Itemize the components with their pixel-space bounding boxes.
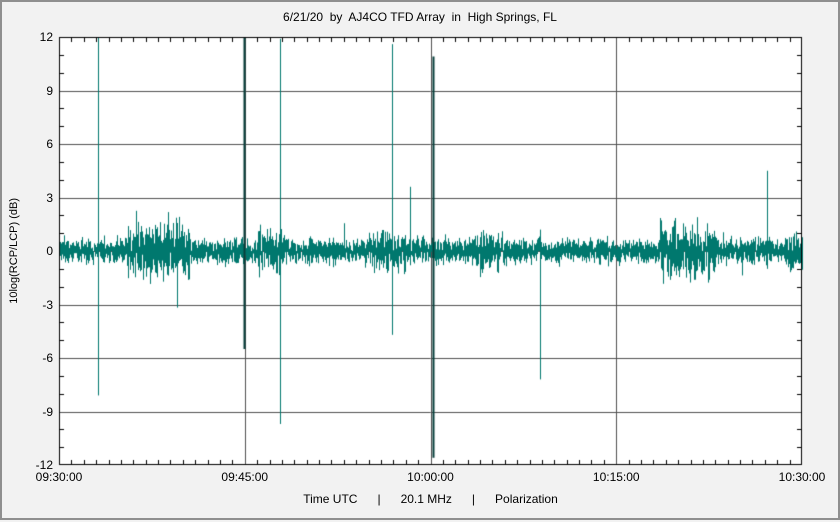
y-tick-label: -6 bbox=[42, 351, 53, 365]
x-tick-labels: 09:30:00 09:45:00 10:00:00 10:15:00 10:30:00 bbox=[2, 470, 838, 486]
y-tick-label: 3 bbox=[46, 190, 53, 205]
x-tick-label: 10:00:00 bbox=[407, 470, 454, 484]
chart-title: 6/21/20 by AJ4CO TFD Array in High Sprin… bbox=[283, 10, 557, 24]
y-tick-label: 0 bbox=[46, 244, 53, 258]
y-tick-label: 12 bbox=[39, 30, 53, 44]
x-tick-label: 09:45:00 bbox=[221, 470, 269, 484]
x-tick-label: 09:30:00 bbox=[35, 470, 83, 484]
y-tick-label: -3 bbox=[42, 297, 53, 312]
x-tick-label: 10:15:00 bbox=[592, 470, 640, 484]
x-axis-label: Time UTC | 20.1 MHz | Polarization bbox=[303, 492, 558, 506]
y-tick-label: -12 bbox=[35, 458, 53, 472]
y-tick-label: -9 bbox=[42, 404, 53, 419]
y-tick-label: 9 bbox=[46, 83, 53, 98]
y-tick-label: 6 bbox=[46, 137, 53, 151]
x-tick-label: 10:30:00 bbox=[778, 470, 826, 484]
